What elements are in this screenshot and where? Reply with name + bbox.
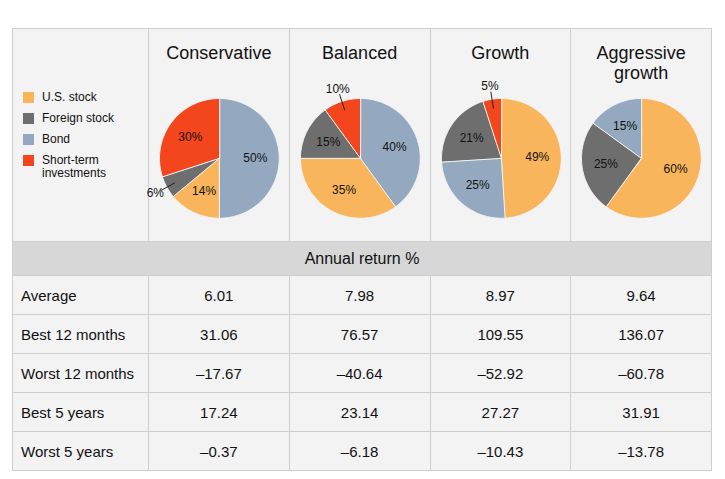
html-text:Balanced: Balanced [322,43,398,63]
html-text:Growth: Growth [471,43,530,63]
html-text:27.27: 27.27 [481,403,520,421]
svg-text:21%: 21% [459,131,483,145]
html-text:23.14: 23.14 [340,403,379,421]
html-text:Worst 12 months: Worst 12 months [21,364,135,382]
html-text:31.91: 31.91 [622,403,660,421]
html-text:U.S. stock: U.S. stock [42,90,97,104]
html-text:8.97: 8.97 [485,286,515,304]
html-text:Best 12 months: Best 12 months [21,325,126,343]
html-text:–40.64: –40.64 [336,364,383,382]
html-text:Foreign stock: Foreign stock [42,111,114,125]
html-text:–6.18: –6.18 [340,442,379,460]
svg-text:40%: 40% [382,140,406,154]
html-text:136.07: 136.07 [618,325,665,343]
svg-text:5%: 5% [481,79,499,93]
html-text:Average: Average [21,286,77,304]
svg-text:50%: 50% [243,151,267,165]
html-text:–52.92: –52.92 [477,364,524,382]
svg-text:14%: 14% [192,184,216,198]
html-text:Worst 5 years: Worst 5 years [21,442,114,460]
svg-text:25%: 25% [465,178,489,192]
html-text:31.06: 31.06 [200,325,238,343]
html-text:109.55: 109.55 [477,325,524,343]
html-text:–13.78: –13.78 [618,442,665,460]
svg-text:60%: 60% [664,162,688,176]
html-text:17.24: 17.24 [200,403,238,421]
html-text:6.01: 6.01 [204,286,234,304]
html-text:Short-term investments: Short-term investments [42,153,106,180]
svg-text:35%: 35% [332,183,356,197]
html-text:9.64: 9.64 [626,286,656,304]
html-text:Best 5 years: Best 5 years [21,403,105,421]
html-text:–0.37: –0.37 [200,442,238,460]
html-text:–60.78: –60.78 [618,364,665,382]
svg-text:25%: 25% [594,157,618,171]
html-text:Annual return %: Annual return % [304,249,420,267]
html-text:Conservative: Conservative [166,43,272,63]
html-text:7.98: 7.98 [345,286,375,304]
svg-text:10%: 10% [326,82,350,96]
html-text:–10.43: –10.43 [477,442,524,460]
html-text:Aggressive growth: Aggressive growth [596,43,686,83]
html-text:–17.67: –17.67 [195,364,242,382]
svg-text:30%: 30% [178,130,202,144]
html-text:Bond: Bond [42,132,70,146]
svg-text:15%: 15% [316,135,340,149]
svg-text:6%: 6% [147,186,165,200]
svg-text:49%: 49% [525,150,549,164]
svg-text:15%: 15% [613,119,637,133]
html-text:76.57: 76.57 [340,325,379,343]
